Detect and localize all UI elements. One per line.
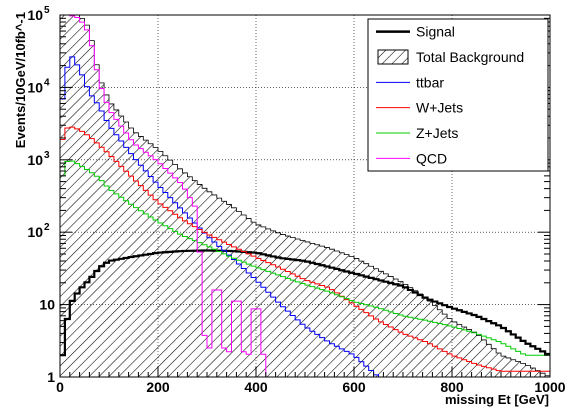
x-tick-label: 800 <box>440 379 464 395</box>
legend-signal-label: Signal <box>416 24 455 40</box>
legend-ttbar-label: ttbar <box>416 74 444 90</box>
y-tick-label: 10 <box>27 224 43 240</box>
legend-total-background-swatch <box>377 49 409 65</box>
legend-w-jets-label: W+Jets <box>416 100 463 116</box>
series-signal-line <box>60 249 550 357</box>
x-tick-labels: 0 200 400 600 800 1000 <box>56 379 566 395</box>
x-tick-label: 200 <box>146 379 170 395</box>
legend-box <box>367 18 549 172</box>
series-lines <box>60 14 550 378</box>
y-tick-label: 10 <box>27 79 43 95</box>
y-tick-label-exponent: 4 <box>44 77 50 88</box>
series-z-jets-line <box>60 160 550 356</box>
y-tick-label: 1 <box>47 369 55 385</box>
legend-z-jets-label: Z+Jets <box>416 125 458 141</box>
legend: Signal Total Background ttbar W+Jets Z+Jets Q… <box>367 18 549 172</box>
y-tick-label-exponent: 5 <box>44 5 50 16</box>
y-tick-label-exponent: 3 <box>44 150 50 161</box>
y-tick-label-exponent: 2 <box>44 222 50 233</box>
background-layer <box>59 14 551 378</box>
series-total-background-area <box>59 14 551 378</box>
x-tick-label: 600 <box>342 379 366 395</box>
legend-qcd-label: QCD <box>416 150 447 166</box>
series-w-jets-line <box>60 126 550 372</box>
y-tick-label: 10 <box>27 7 43 23</box>
x-axis-title: missing Et [GeV] <box>445 392 549 407</box>
y-axis-title: Events/10GeV/10fb^-1 <box>13 12 28 148</box>
y-tick-label: 10 <box>39 297 55 313</box>
x-tick-label: 0 <box>56 379 64 395</box>
legend-total-background-label: Total Background <box>416 49 524 65</box>
x-tick-label: 400 <box>244 379 268 395</box>
y-tick-label: 10 <box>27 152 43 168</box>
x-tick-label: 1000 <box>534 379 565 395</box>
